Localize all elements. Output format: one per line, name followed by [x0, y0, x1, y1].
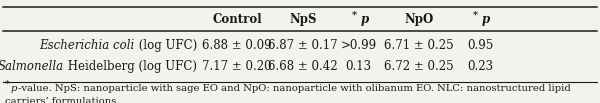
Text: 6.68 ± 0.42: 6.68 ± 0.42: [268, 60, 338, 73]
Text: -value. NpS: nanoparticle with sage EO and NpO: nanoparticle with olibanum EO. N: -value. NpS: nanoparticle with sage EO a…: [18, 84, 571, 93]
Text: 6.88 ± 0.09: 6.88 ± 0.09: [202, 39, 272, 52]
Text: Control: Control: [212, 13, 262, 26]
Text: 7.17 ± 0.20: 7.17 ± 0.20: [202, 60, 272, 73]
Text: 0.95: 0.95: [467, 39, 493, 52]
Text: 0.23: 0.23: [467, 60, 493, 73]
Text: p: p: [361, 13, 369, 26]
Text: *: *: [352, 10, 356, 19]
Text: Escherichia coli: Escherichia coli: [40, 39, 134, 52]
Text: p: p: [11, 84, 17, 93]
Text: >0.99: >0.99: [341, 39, 377, 52]
Text: 6.87 ± 0.17: 6.87 ± 0.17: [268, 39, 338, 52]
Text: p: p: [482, 13, 490, 26]
Text: NpO: NpO: [404, 13, 433, 26]
Text: NpS: NpS: [289, 13, 317, 26]
Text: carriers’ formulations.: carriers’ formulations.: [5, 97, 119, 103]
Text: (log UFC): (log UFC): [134, 39, 197, 52]
Text: *: *: [473, 10, 478, 19]
Text: Heidelberg (log UFC): Heidelberg (log UFC): [64, 60, 197, 73]
Text: 0.13: 0.13: [346, 60, 372, 73]
Text: 6.72 ± 0.25: 6.72 ± 0.25: [384, 60, 454, 73]
Text: Salmonella: Salmonella: [0, 60, 64, 73]
Text: 6.71 ± 0.25: 6.71 ± 0.25: [384, 39, 454, 52]
Text: *: *: [5, 80, 10, 89]
